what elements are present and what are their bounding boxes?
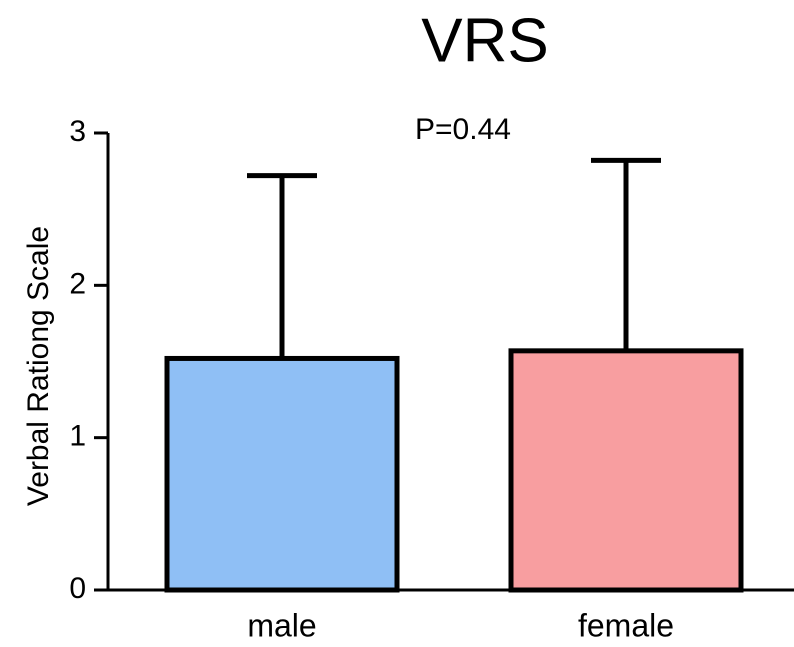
y-tick-label: 2 — [69, 267, 86, 300]
annotation: P=0.44 — [415, 113, 511, 146]
y-tick-label: 1 — [69, 420, 86, 453]
bar — [508, 348, 744, 593]
y-tick-label: 0 — [69, 572, 86, 605]
y-tick-label: 3 — [69, 115, 86, 148]
y-axis-label: Verbal Rationg Scale — [22, 226, 55, 506]
bar — [164, 355, 400, 593]
x-tick-label: male — [247, 607, 316, 643]
chart-title: VRS — [421, 6, 548, 75]
x-tick-label: female — [578, 607, 674, 643]
